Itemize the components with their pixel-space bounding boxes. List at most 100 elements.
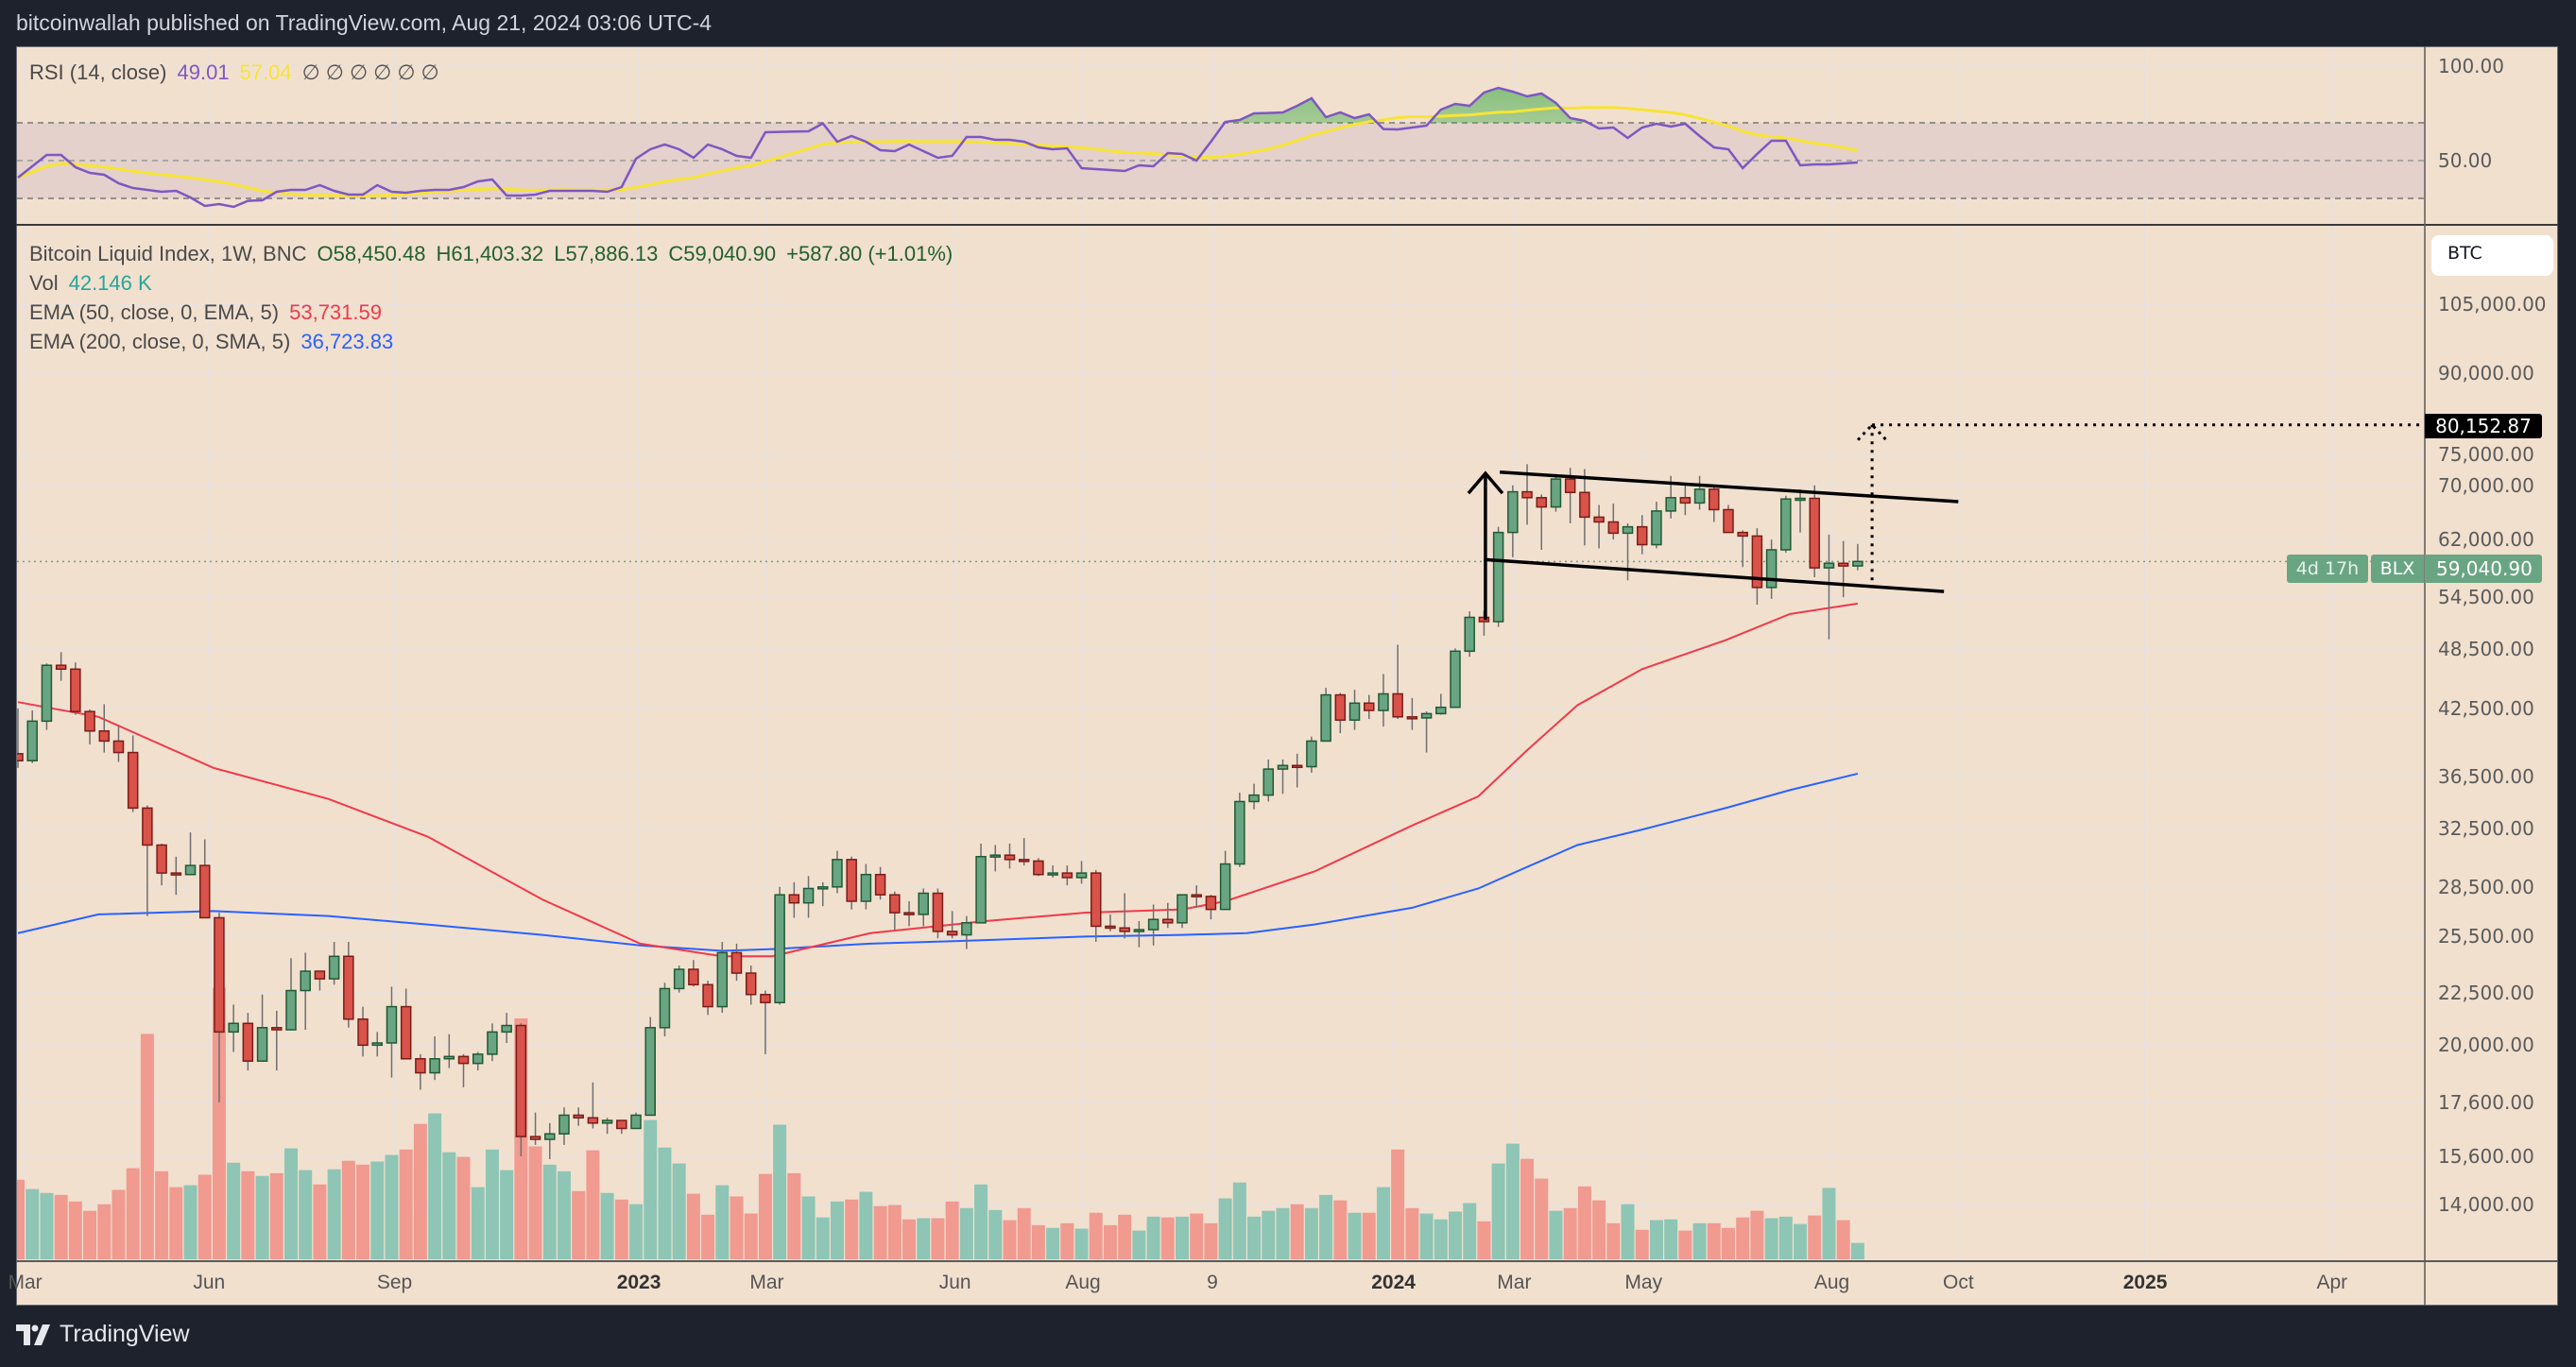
candle[interactable] [760,990,771,1054]
candle[interactable] [1306,736,1317,773]
candle[interactable] [41,663,53,730]
candle[interactable] [1348,690,1361,730]
candle[interactable] [1579,469,1590,546]
candle[interactable] [1795,488,1806,533]
candle[interactable] [55,652,67,681]
candle[interactable] [300,952,311,1031]
candle[interactable] [616,1119,627,1135]
candle[interactable] [400,988,412,1060]
candle[interactable] [730,943,743,982]
candle[interactable] [1723,504,1734,534]
candle[interactable] [1133,921,1145,948]
candle[interactable] [673,965,685,993]
candle[interactable] [1464,611,1475,658]
candle[interactable] [142,805,153,916]
candle[interactable] [1809,485,1820,577]
candle[interactable] [688,960,699,987]
candle[interactable] [184,832,197,876]
candle[interactable] [1147,904,1159,946]
candle[interactable] [1536,494,1548,550]
candle[interactable] [860,863,872,910]
candle[interactable] [1406,697,1418,730]
candle[interactable] [774,886,785,1005]
candle[interactable] [644,1017,656,1117]
candle[interactable] [932,888,944,939]
candle[interactable] [788,881,800,918]
candle[interactable] [659,983,671,1036]
candle[interactable] [371,1032,383,1057]
candle[interactable] [386,986,398,1078]
candle[interactable] [285,958,297,1031]
channel-lower-trendline[interactable] [1484,557,1945,593]
candle[interactable] [1765,539,1777,599]
candle[interactable] [1837,540,1849,598]
candle[interactable] [271,1010,283,1071]
candle[interactable] [1061,865,1073,886]
candle[interactable] [328,942,340,985]
candle[interactable] [1075,861,1088,884]
candle[interactable] [889,891,901,931]
candle[interactable] [874,866,886,900]
candle[interactable] [501,1013,512,1043]
candle[interactable] [1004,843,1016,869]
symbol-legend[interactable]: Bitcoin Liquid Index, 1W, BNC O58,450.48 H… [29,242,963,266]
candle[interactable] [1693,475,1706,510]
candle[interactable] [989,845,1002,872]
candle[interactable] [1033,858,1044,877]
candle[interactable] [1291,753,1303,788]
candle[interactable] [1636,515,1648,555]
candle[interactable] [1622,522,1634,581]
candle[interactable] [946,911,958,939]
candle[interactable] [587,1082,599,1129]
candles[interactable] [13,464,1863,1159]
candle[interactable] [443,1034,455,1068]
candle[interactable] [1234,792,1245,867]
candle[interactable] [1392,644,1403,720]
candle[interactable] [630,1112,642,1130]
candle[interactable] [1219,850,1231,911]
candle[interactable] [1550,473,1562,512]
candle[interactable] [802,876,815,918]
candle[interactable] [487,1023,498,1062]
candle[interactable] [214,913,225,1102]
candle[interactable] [1507,485,1519,557]
candle[interactable] [1450,648,1461,709]
candle[interactable] [156,843,167,886]
tradingview-logo[interactable]: TradingView [16,1321,190,1348]
candle[interactable] [1262,759,1275,802]
candle[interactable] [1492,526,1504,627]
candle[interactable] [903,900,915,927]
candle[interactable] [975,843,987,924]
candle[interactable] [1176,894,1188,929]
candle[interactable] [198,839,211,919]
candle[interactable] [1162,902,1174,929]
ema200-legend[interactable]: EMA (200, close, 0, SMA, 5) 36,723.83 [29,330,404,354]
candle[interactable] [127,735,139,812]
candle[interactable] [1651,501,1662,549]
candle[interactable] [745,965,757,1005]
candle[interactable] [1420,711,1433,753]
rsi-legend[interactable]: RSI (14, close) 49.01 57.04 ∅ ∅ ∅ ∅ ∅ ∅ [29,60,445,85]
candle[interactable] [13,708,24,768]
candle[interactable] [1378,674,1389,727]
candle[interactable] [1737,530,1748,568]
candle[interactable] [457,1053,470,1087]
candle[interactable] [1205,895,1217,920]
candle[interactable] [84,709,95,745]
candle[interactable] [472,1051,484,1071]
candle[interactable] [1709,487,1720,522]
candle[interactable] [1191,885,1202,908]
candle[interactable] [573,1107,584,1126]
candle[interactable] [1091,869,1102,943]
candle[interactable] [1248,783,1260,810]
candle[interactable] [961,915,972,949]
candle[interactable] [1277,759,1289,795]
candle[interactable] [228,1004,239,1052]
candle[interactable] [98,704,111,753]
candle[interactable] [702,981,713,1016]
candle[interactable] [601,1118,613,1135]
candle[interactable] [1320,688,1331,743]
candle[interactable] [256,994,268,1062]
candle[interactable] [515,1023,527,1156]
currency-button[interactable]: BTC [2431,235,2553,276]
